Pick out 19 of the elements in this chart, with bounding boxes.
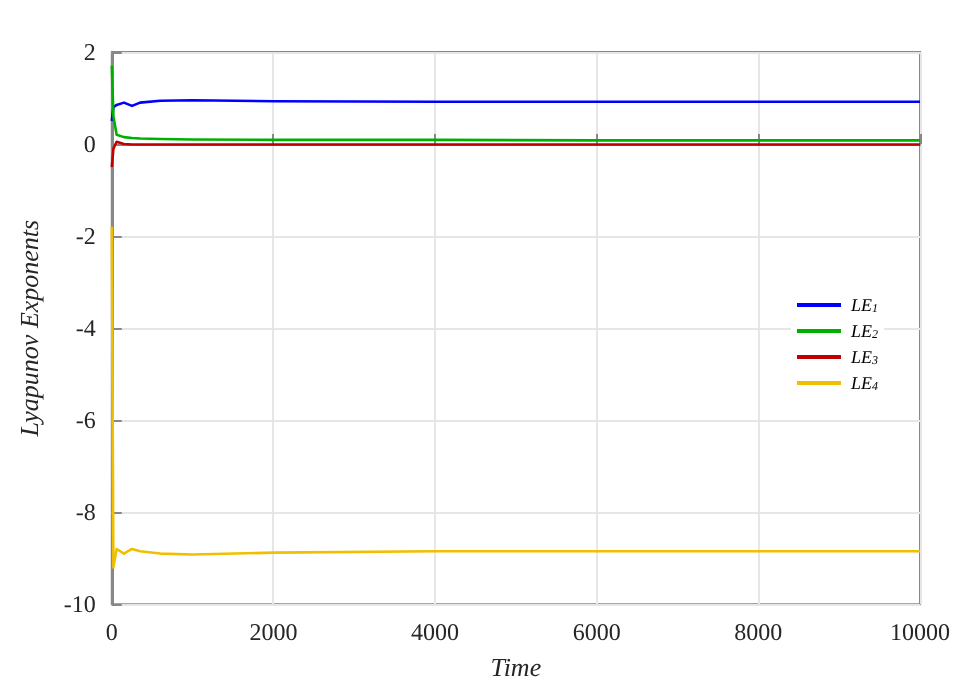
line-series: [110, 99, 922, 123]
x-tick-label: 6000: [572, 618, 621, 647]
x-tick-label: 4000: [411, 618, 460, 647]
y-tick-label: 0: [83, 130, 96, 159]
y-tick-label: -10: [63, 590, 96, 619]
x-tick-label: 2000: [249, 618, 298, 647]
y-tick-label: -8: [75, 498, 96, 527]
line-series: [110, 64, 922, 142]
y-tick-label: 2: [83, 38, 96, 66]
x-tick-label: 8000: [734, 618, 783, 647]
y-tick-label: -2: [75, 222, 96, 251]
line-series: [110, 140, 922, 169]
line-series: [110, 225, 922, 569]
y-axis-title: Lyapunov Exponents: [14, 219, 44, 439]
x-tick-label: 0: [105, 618, 118, 647]
y-tick-label: -6: [75, 406, 96, 435]
y-tick-label: -4: [75, 314, 96, 343]
x-tick-label: 10000: [890, 618, 950, 647]
x-axis-title: Time: [490, 652, 542, 682]
